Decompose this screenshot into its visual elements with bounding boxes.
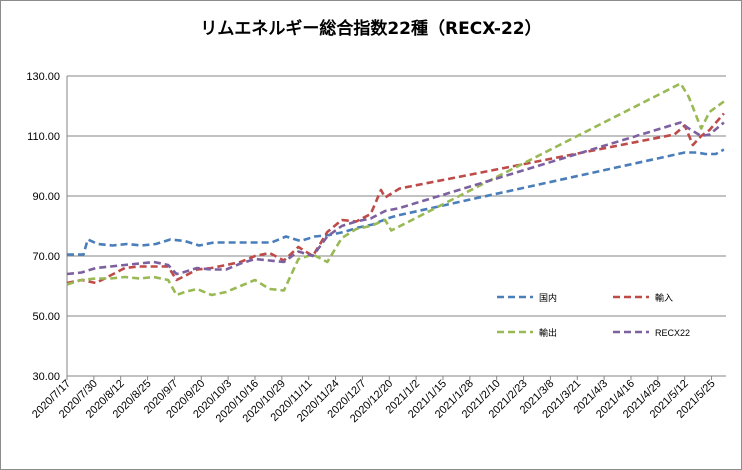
- legend-label: 輸入: [655, 292, 673, 303]
- series-lines: [66, 82, 725, 297]
- legend-label: 国内: [539, 292, 557, 303]
- series-line-3: [66, 82, 725, 297]
- y-tick-label: 90.00: [32, 191, 60, 203]
- y-tick-label: 50.00: [32, 311, 60, 323]
- chart-title: リムエネルギー総合指数22種（RECX-22）: [200, 19, 542, 39]
- series-line-2: [66, 112, 725, 285]
- legend-label: RECX22: [655, 328, 690, 338]
- y-tick-label: 110.00: [27, 131, 60, 143]
- legend-label: 輸出: [539, 327, 557, 338]
- gridlines: [66, 75, 726, 377]
- y-tick-label: 70.00: [32, 251, 60, 263]
- x-tick-labels: 2020/7/172020/7/302020/8/122020/8/252020…: [30, 376, 718, 425]
- y-tick-labels: 30.00 50.00 70.00 90.00 110.00 130.00: [26, 71, 60, 383]
- y-tick-label: 30.00: [32, 371, 60, 383]
- series-line-1: [67, 148, 725, 256]
- y-tick-label: 130.00: [26, 71, 60, 83]
- series-line-4: [66, 121, 725, 276]
